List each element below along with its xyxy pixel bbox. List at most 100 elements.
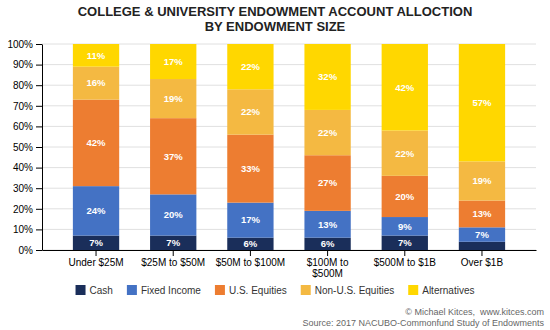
bar-segment [227,203,273,238]
data-label: 33% [241,163,261,174]
bar-segment [227,238,273,250]
y-tick-mark [36,44,42,45]
bar-segment [382,44,428,131]
y-tick-mark [36,188,42,189]
x-tick-mark [404,250,405,256]
data-label: 22% [241,61,261,72]
data-label: 16% [87,77,107,88]
x-tick-label-line: $25M to $50M [141,257,205,268]
bar-segment [150,79,196,118]
bar-segment [227,89,273,134]
x-tick-label: $50M to $100M [216,257,286,268]
data-label: 42% [87,137,107,148]
data-label: 32% [318,71,338,82]
y-tick-mark [36,65,42,66]
bar-series [73,236,505,250]
y-tick-label: 100% [7,39,33,50]
bar-series [73,44,505,161]
bar-segment [304,110,350,155]
x-tick-mark [327,250,328,256]
data-label: 17% [241,214,261,225]
data-label: 37% [164,151,184,162]
grid [42,44,536,250]
annotation-line: © Michael Kitces, www.kitces.com [405,307,544,317]
y-tick-label: 80% [13,80,33,91]
x-tick-label-line: Under $25M [69,257,124,268]
x-tick-mark [250,250,251,256]
data-label: 20% [395,191,415,202]
data-label: 6% [321,238,335,249]
legend-item: Alternatives [408,285,474,296]
bar-segment [382,236,428,250]
x-tick: $25M to $50M [141,250,205,268]
data-label: 19% [472,175,492,186]
y-tick: 70% [13,101,42,112]
data-label: 24% [87,205,107,216]
x-tick: $100M to$500M [307,250,349,279]
legend-label: Cash [90,285,113,296]
x-tick-label: $25M to $50M [141,257,205,268]
title: COLLEGE & UNIVERSITY ENDOWMENT ACCOUNT A… [78,4,473,34]
legend-item: U.S. Equities [215,285,287,296]
bar-segment [304,44,350,110]
legend-swatch [301,285,311,295]
bar-segment [459,161,505,200]
bar-segment [459,201,505,228]
legend-swatch [408,285,418,295]
x-axis-line [43,250,537,251]
y-tick: 50% [13,142,42,153]
bar-segment [150,194,196,235]
y-tick-label: 0% [19,245,34,256]
legend-label: Non-U.S. Equities [315,285,394,296]
bar-segment [382,176,428,217]
bar-segment [73,100,119,187]
x-tick: Over $1B [461,250,504,268]
data-label: 7% [398,237,412,248]
y-tick-label: 10% [13,224,33,235]
data-label: 6% [244,238,258,249]
data-label: 22% [395,148,415,159]
bar-segment [459,242,505,250]
x-tick-label: Under $25M [69,257,124,268]
y-tick-label: 30% [13,183,33,194]
data-label: 13% [318,219,338,230]
data-label: 42% [395,82,415,93]
x-tick-label: $100M to$500M [307,257,349,279]
data-label: 7% [89,237,103,248]
title-line: COLLEGE & UNIVERSITY ENDOWMENT ACCOUNT A… [78,4,473,19]
y-tick-label: 20% [13,204,33,215]
y-tick: 90% [13,59,42,70]
data-label: 7% [475,229,489,240]
x-tick: $50M to $100M [216,250,286,268]
data-label: 9% [398,221,412,232]
title-line: BY ENDOWMENT SIZE [205,19,346,34]
y-tick-mark [36,106,42,107]
bar-segment [382,131,428,176]
bar-segment [73,67,119,100]
bar-segment [304,238,350,250]
bars [73,44,505,250]
bar-segment [227,44,273,89]
data-labels: 7%7%6%6%7%24%20%17%13%9%7%42%37%33%27%20… [87,50,493,249]
bar-segment [73,44,119,67]
y-tick-mark [36,168,42,169]
annotation-line: Source: 2017 NACUBO-Commonfund Study of … [302,318,544,328]
bar-segment [459,44,505,161]
bar-segment [73,186,119,235]
bar-series [73,186,505,242]
bar-segment [150,118,196,194]
legend-swatch [127,285,137,295]
data-label: 7% [166,237,180,248]
y-tick: 80% [13,80,42,91]
bar-segment [150,236,196,250]
y-tick-mark [36,147,42,148]
x-tick: Under $25M [69,250,124,268]
x-tick-label-line: $500M to $1B [374,257,437,268]
y-tick: 100% [7,39,42,50]
y-tick: 40% [13,162,42,173]
bar-segment [304,155,350,211]
y-tick-mark [36,126,42,127]
x-tick-mark [173,250,174,256]
x-tick-label-line: $500M [312,268,343,279]
legend-label: Alternatives [422,285,474,296]
